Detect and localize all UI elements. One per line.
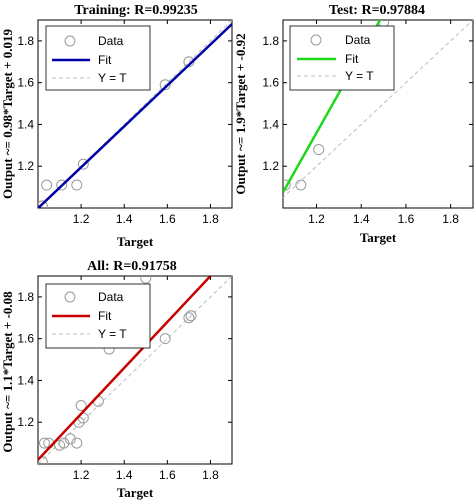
test-x-tick-label-1: 1.4 — [353, 212, 370, 226]
training-x-tick-label-0: 1.2 — [73, 212, 90, 226]
all-legend-identity-label: Y = T — [98, 327, 127, 341]
training-x-tick-label-3: 1.8 — [202, 212, 219, 226]
training-x-tick-label-1: 1.4 — [116, 212, 133, 226]
test-fit-segment — [283, 20, 382, 193]
test-panel: Test: R=0.97884 1.2 1.4 1.6 1.8 1.21.41.61.… — [233, 3, 474, 245]
training-data-point-5 — [159, 79, 171, 91]
training-data-point-0 — [38, 200, 48, 208]
training-panel: Training: R=0.99235 1.2 1.4 1.6 1.8 1.21.41… — [0, 3, 233, 249]
all-data-point-1 — [38, 437, 50, 449]
all-identity-line — [38, 276, 232, 464]
all-y-ticks: 1.2 1.4 1.6 1.8 — [17, 290, 232, 429]
training-y-label: Output ~= 0.98*Target + 0.019 — [0, 29, 15, 199]
all-data-point-14 — [183, 312, 195, 324]
all-x-label: Target — [117, 485, 154, 500]
training-data-point-1 — [41, 179, 53, 191]
all-x-tick-label-0: 1.2 — [73, 468, 90, 482]
test-x-label: Target — [360, 230, 397, 245]
training-data-point-4 — [77, 158, 89, 170]
test-fit-line — [283, 20, 382, 193]
test-x-tick-label-2: 1.6 — [398, 212, 415, 226]
all-legend: Data Fit Y = T — [45, 283, 151, 349]
training-x-ticks: 1.2 1.4 1.6 1.8 — [73, 20, 219, 226]
test-legend-data-marker — [310, 34, 322, 46]
all-x-ticks: 1.2 1.4 1.6 1.8 — [73, 276, 219, 482]
test-y-tick-label-1: 1.4 — [262, 117, 279, 131]
test-identity-segment — [283, 20, 473, 199]
test-y-tick-label-3: 1.8 — [262, 34, 279, 48]
training-legend-identity-label: Y = T — [98, 71, 127, 85]
training-legend-data-label: Data — [98, 34, 124, 48]
training-legend-data-marker — [64, 35, 76, 47]
all-data-point-15 — [185, 310, 197, 322]
all-data-point-8 — [75, 400, 87, 412]
all-fit-line — [38, 276, 213, 461]
test-y-label: Output ~= 1.9*Target + -0.92 — [233, 33, 248, 194]
training-legend-box — [45, 25, 151, 91]
test-legend-data-label: Data — [345, 33, 371, 47]
test-legend: Data Fit Y = T — [289, 25, 395, 91]
training-fit-line — [38, 23, 232, 208]
test-x-tick-label-3: 1.8 — [442, 212, 459, 226]
all-identity-segment — [38, 276, 232, 464]
test-data-point-2 — [313, 144, 325, 156]
all-title: All: R=0.91758 — [87, 259, 177, 274]
all-data-point-4 — [58, 437, 70, 449]
all-data-point-6 — [71, 437, 83, 449]
training-y-tick-label-0: 1.2 — [17, 159, 34, 173]
training-fit-segment — [38, 23, 232, 208]
all-y-tick-label-1: 1.4 — [17, 373, 34, 387]
training-y-tick-label-1: 1.4 — [17, 117, 34, 131]
training-legend-fit-label: Fit — [98, 53, 112, 67]
test-legend-fit-label: Fit — [345, 52, 359, 66]
all-x-tick-label-1: 1.4 — [116, 468, 133, 482]
training-title: Training: R=0.99235 — [74, 3, 198, 18]
all-y-label: Output ~= 1.1*Target + -0.08 — [0, 291, 15, 453]
training-y-tick-label-3: 1.8 — [17, 34, 34, 48]
training-x-tick-label-2: 1.6 — [159, 212, 176, 226]
all-x-tick-label-3: 1.8 — [202, 468, 219, 482]
all-data-point-13 — [159, 333, 171, 345]
all-y-tick-label-2: 1.6 — [17, 332, 34, 346]
all-legend-fit-label: Fit — [98, 309, 112, 323]
all-data-point-5 — [64, 433, 76, 445]
all-data-point-12 — [140, 276, 152, 284]
test-title: Test: R=0.97884 — [329, 3, 425, 18]
all-y-tick-label-0: 1.2 — [17, 415, 34, 429]
all-x-tick-label-2: 1.6 — [159, 468, 176, 482]
test-data-point-1 — [295, 179, 307, 191]
training-x-label: Target — [117, 234, 154, 249]
all-legend-data-label: Data — [98, 290, 124, 304]
all-legend-data-marker — [64, 291, 76, 303]
test-y-ticks: 1.2 1.4 1.6 1.8 — [262, 34, 473, 173]
training-data-point-3 — [71, 179, 83, 191]
training-y-tick-label-2: 1.6 — [17, 76, 34, 90]
test-y-tick-label-2: 1.6 — [262, 76, 279, 90]
test-y-tick-label-0: 1.2 — [262, 159, 279, 173]
test-legend-identity-label: Y = T — [345, 69, 374, 83]
training-legend: Data Fit Y = T — [45, 25, 151, 91]
test-x-ticks: 1.2 1.4 1.6 1.8 — [308, 20, 459, 226]
test-identity-line — [283, 20, 473, 199]
training-y-ticks: 1.2 1.4 1.6 1.8 — [17, 34, 232, 173]
all-panel: All: R=0.91758 1.2 1.4 1.6 1.8 1.2 1.4 1.6 1.8… — [0, 259, 233, 500]
training-data-point-2 — [56, 179, 68, 191]
all-fit-segment — [38, 276, 213, 461]
test-x-tick-label-0: 1.2 — [308, 212, 325, 226]
all-y-tick-label-3: 1.8 — [17, 290, 34, 304]
